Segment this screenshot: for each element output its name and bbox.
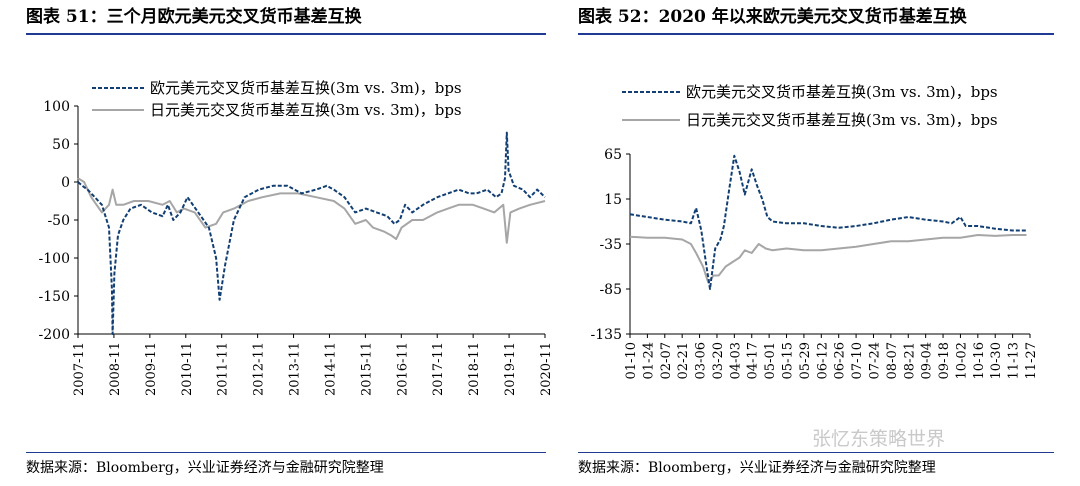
x-tick-label: 10-30 [989,342,1004,379]
right-source-note: 数据来源：Bloomberg，兴业证券经济与金融研究院整理 [578,460,936,476]
x-tick-label: 2008-11 [108,342,123,396]
x-tick-label: 05-15 [781,342,796,379]
y-tick-label: -150 [39,289,70,305]
right-bottom-rule [578,452,1054,453]
x-tick-label: 11-27 [1024,342,1039,379]
y-tick-label: 65 [604,147,622,163]
x-tick-label: 2013-11 [288,342,303,396]
x-tick-label: 02-07 [659,342,674,379]
x-tick-label: 08-21 [902,342,917,379]
x-tick-label: 2019-11 [503,342,518,396]
x-tick-label: 09-18 [937,342,952,379]
x-tick-label: 02-21 [676,342,691,379]
left-source-note: 数据来源：Bloomberg，兴业证券经济与金融研究院整理 [26,460,384,476]
x-tick-label: 2012-11 [252,342,267,396]
x-tick-label: 07-24 [867,342,882,379]
y-tick-label: 50 [52,137,70,153]
legend-label: 欧元美元交叉货币基差互换(3m vs. 3m)，bps [150,79,462,97]
x-tick-label: 06-12 [815,342,830,379]
y-tick-label: -85 [599,282,622,298]
x-tick-label: 01-10 [624,342,639,379]
x-tick-label: 2009-11 [144,342,159,396]
x-tick-label: 2020-11 [539,342,554,396]
y-tick-label: -100 [39,251,70,267]
legend-label: 日元美元交叉货币基差互换(3m vs. 3m)，bps [150,101,462,119]
y-tick-label: 0 [61,175,70,191]
x-tick-label: 2011-11 [216,342,231,396]
x-tick-label: 09-04 [920,342,935,379]
x-tick-label: 06-26 [833,342,848,379]
left-title-rule [26,33,546,35]
left-bottom-rule [26,452,546,453]
left-chart-title: 图表 51：三个月欧元美元交叉货币基差互换 [26,7,362,27]
x-tick-label: 2007-11 [72,342,87,396]
x-tick-label: 03-06 [694,342,709,379]
x-tick-label: 08-07 [885,342,900,379]
right-title-rule [578,33,1054,35]
legend-label: 日元美元交叉货币基差互换(3m vs. 3m)，bps [686,111,998,129]
y-tick-label: -200 [39,327,70,343]
y-tick-label: -35 [599,237,622,253]
y-tick-label: 15 [604,192,622,208]
x-tick-label: 04-03 [728,342,743,379]
x-tick-label: 07-10 [850,342,865,379]
x-tick-label: 2015-11 [359,342,374,396]
eur-usd-basis-line [629,154,1027,290]
right-chart-title: 图表 52：2020 年以来欧元美元交叉货币基差互换 [578,7,967,27]
jpy-usd-basis-line [77,177,546,244]
watermark-text: 张忆东策略世界 [812,428,946,450]
x-tick-label: 2017-11 [431,342,446,396]
x-tick-label: 10-16 [972,342,987,379]
x-tick-label: 05-01 [763,342,778,379]
x-tick-label: 10-02 [954,342,969,379]
x-tick-label: 05-29 [798,342,813,379]
x-tick-label: 03-20 [711,342,726,379]
y-tick-label: -50 [47,213,70,229]
eur-usd-basis-line [77,131,546,335]
x-tick-label: 01-24 [641,342,656,379]
y-tick-label: 100 [43,99,70,115]
x-tick-label: 04-17 [746,342,761,379]
y-tick-label: -135 [591,327,622,343]
x-tick-label: 2014-11 [323,342,338,396]
x-tick-label: 2018-11 [467,342,482,396]
jpy-usd-basis-line [629,234,1027,284]
x-tick-label: 11-13 [1007,342,1022,379]
x-tick-label: 2010-11 [180,342,195,396]
legend-label: 欧元美元交叉货币基差互换(3m vs. 3m)，bps [686,83,998,101]
x-tick-label: 2016-11 [395,342,410,396]
